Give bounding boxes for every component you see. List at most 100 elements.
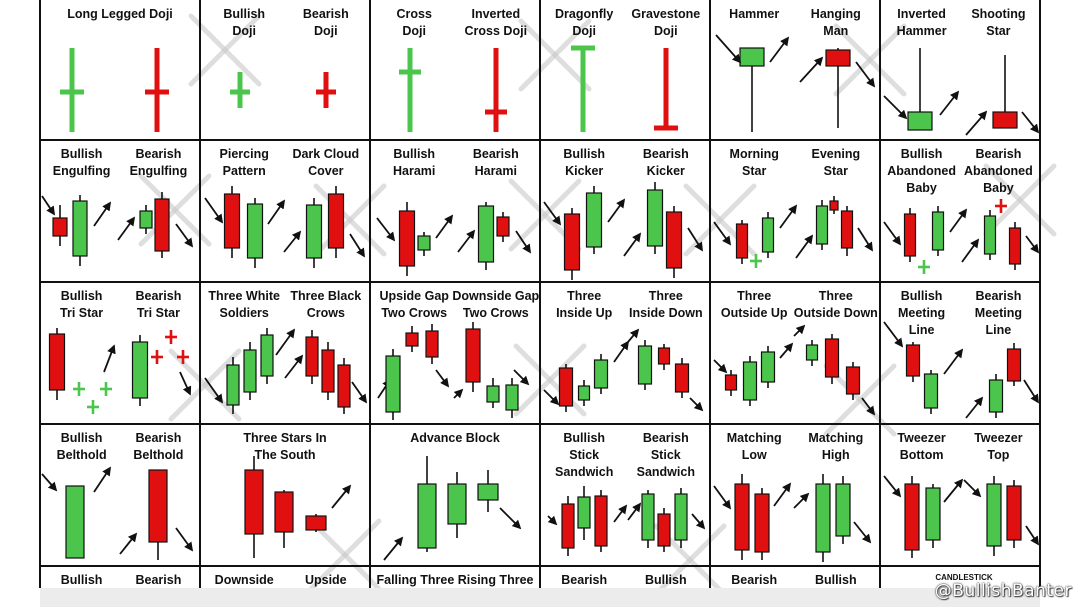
bullish-candle <box>260 328 274 384</box>
candle-body <box>657 347 671 365</box>
small-doji-plus <box>165 330 177 344</box>
pattern-label: Doji <box>402 24 426 38</box>
candle-body <box>760 351 776 383</box>
bearish-candle <box>244 456 264 558</box>
stamp-text: CANDLESTICK <box>935 573 993 582</box>
small-doji-plus <box>100 382 112 396</box>
candle-body <box>398 210 416 267</box>
bearish-candle <box>398 202 416 276</box>
watermark-cross <box>823 363 897 437</box>
candle-body <box>923 373 939 409</box>
pattern-label: Pattern <box>223 164 266 178</box>
pattern-label: Bearish <box>643 431 689 445</box>
bearish-candle <box>274 490 294 548</box>
trend-arrow <box>117 216 136 241</box>
trend-arrow <box>613 504 628 523</box>
trend-arrow <box>779 204 798 229</box>
gravestone-doji <box>654 48 678 131</box>
trend-arrow <box>499 507 522 530</box>
bearish-candle <box>425 324 439 364</box>
candle-body <box>657 513 671 547</box>
candle-body <box>148 469 168 543</box>
bearish-candle <box>48 328 66 400</box>
bullish-candle <box>641 490 655 548</box>
small-doji-plus <box>995 199 1007 213</box>
pattern-label: Dark Cloud <box>292 147 359 161</box>
candle-body <box>260 334 274 377</box>
bullish-candle <box>925 484 941 548</box>
trend-arrow <box>715 34 742 64</box>
candle-body <box>244 469 264 535</box>
pattern-label: Kicker <box>647 164 685 178</box>
pattern-label: Sandwich <box>555 465 613 479</box>
candle-body <box>1008 227 1022 265</box>
trend-arrow <box>713 221 732 246</box>
candle-body <box>52 217 68 237</box>
trend-arrow <box>351 381 368 404</box>
bearish-candle <box>824 334 840 384</box>
trend-arrow <box>855 61 876 88</box>
pattern-label: Three <box>567 289 601 303</box>
candle-body <box>223 193 241 249</box>
pattern-label: Bottom <box>900 448 944 462</box>
candle-body <box>815 483 831 553</box>
trend-arrow <box>275 328 296 356</box>
pattern-label: Upside Gap <box>379 289 449 303</box>
pattern-label: Two Crows <box>463 306 529 320</box>
bullish-candle <box>305 198 323 268</box>
bullish-candle <box>243 342 257 400</box>
candle-body <box>477 483 499 501</box>
pattern-label: Long Legged Doji <box>67 7 173 21</box>
trend-arrow <box>284 354 304 379</box>
bearish-candle <box>148 469 168 560</box>
trend-arrow <box>793 324 806 337</box>
candle-body <box>496 216 510 237</box>
watermark-cross <box>168 348 242 422</box>
bearish-candle <box>735 220 749 264</box>
watermark-cross <box>653 523 727 597</box>
pattern-label: Harami <box>393 164 435 178</box>
small-doji-plus <box>151 350 163 364</box>
trend-arrow <box>689 397 704 412</box>
trend-arrow <box>1025 235 1040 254</box>
pattern-label: Doji <box>314 24 338 38</box>
candle-body <box>305 515 327 531</box>
bearish-candle <box>840 206 854 256</box>
candle-body <box>742 361 758 401</box>
candle-body <box>305 204 323 259</box>
pattern-label: Harami <box>475 164 517 178</box>
pattern-label: Three White <box>208 289 280 303</box>
pattern-label: Bullish <box>61 431 103 445</box>
bullish-candle <box>577 486 591 540</box>
bullish-candle <box>983 210 997 260</box>
bullish-candle <box>646 182 664 254</box>
pattern-label: Upside <box>305 573 347 587</box>
pattern-label: Bearish <box>135 431 181 445</box>
trend-arrow <box>376 217 396 242</box>
candle-body <box>1006 485 1022 541</box>
watermark-cross <box>983 163 1057 237</box>
candle-body <box>739 47 765 67</box>
pattern-label: Inverted <box>471 7 520 21</box>
pattern-label: Belthold <box>133 448 183 462</box>
pattern-label: Doji <box>572 24 596 38</box>
trend-arrow <box>175 223 194 248</box>
trend-arrow <box>41 473 58 492</box>
pattern-label: Bullish <box>61 573 103 587</box>
candle-body <box>558 367 574 407</box>
candle-body <box>246 203 264 259</box>
candle-body <box>754 493 770 553</box>
candle-body <box>226 364 240 406</box>
candle-body <box>385 355 401 413</box>
candle-body <box>477 205 495 263</box>
trend-arrow <box>965 110 988 136</box>
trend-arrow <box>179 371 192 396</box>
bullish-candle <box>593 354 609 394</box>
trend-arrow <box>331 484 352 509</box>
doji-candle <box>60 48 84 132</box>
pattern-label: Abandoned <box>887 164 956 178</box>
bullish-candle <box>477 202 495 270</box>
trend-arrow <box>1025 525 1039 546</box>
pattern-label: Morning <box>730 147 779 161</box>
candle-body <box>840 210 854 249</box>
